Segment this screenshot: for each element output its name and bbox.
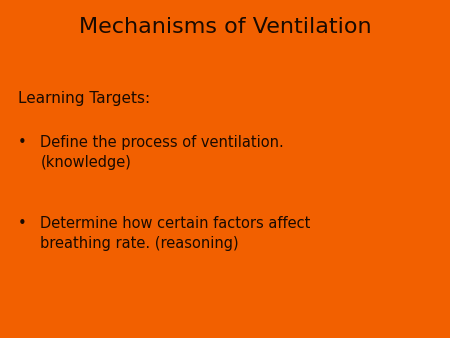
Text: •: • xyxy=(18,216,27,231)
Text: Learning Targets:: Learning Targets: xyxy=(18,91,150,106)
Text: Mechanisms of Ventilation: Mechanisms of Ventilation xyxy=(79,17,371,37)
Text: Determine how certain factors affect
breathing rate. (reasoning): Determine how certain factors affect bre… xyxy=(40,216,311,251)
Text: Define the process of ventilation.
(knowledge): Define the process of ventilation. (know… xyxy=(40,135,284,170)
Text: •: • xyxy=(18,135,27,150)
